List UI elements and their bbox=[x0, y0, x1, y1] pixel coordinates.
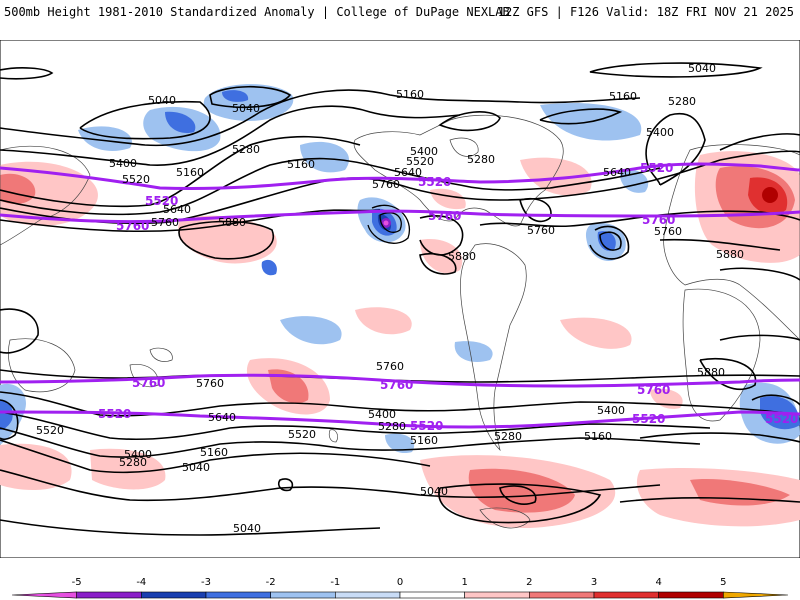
svg-text:5640: 5640 bbox=[603, 166, 631, 179]
colorbar-tick-label: 3 bbox=[591, 577, 597, 588]
svg-text:5040: 5040 bbox=[148, 94, 176, 107]
svg-text:5400: 5400 bbox=[109, 157, 137, 170]
svg-text:5760: 5760 bbox=[380, 378, 413, 392]
svg-text:5520: 5520 bbox=[765, 412, 798, 426]
svg-text:5520: 5520 bbox=[418, 175, 451, 189]
highlighted-contours bbox=[0, 162, 800, 429]
colorbar-tick-label: 5 bbox=[720, 577, 726, 588]
highlighted-contour-labels: 5520 5520 5520 5760 5760 5760 5760 5760 … bbox=[98, 161, 798, 433]
svg-text:5400: 5400 bbox=[124, 448, 152, 461]
svg-text:5880: 5880 bbox=[716, 248, 744, 261]
svg-text:5280: 5280 bbox=[378, 420, 406, 433]
colorbar-tick-label: -5 bbox=[72, 577, 82, 588]
colorbar-swatch bbox=[335, 591, 401, 599]
anomaly-map: 5040 5040 5040 5040 5040 5040 5160 5160 … bbox=[0, 40, 800, 558]
colorbar-swatch bbox=[723, 591, 789, 599]
svg-text:5760: 5760 bbox=[527, 224, 555, 237]
svg-text:5880: 5880 bbox=[448, 250, 476, 263]
colorbar-ticks: -5 -4 -3 -2 -1 0 1 2 3 4 5 bbox=[72, 577, 727, 588]
map-title: 500mb Height 1981-2010 Standardized Anom… bbox=[4, 5, 510, 19]
svg-text:5760: 5760 bbox=[372, 178, 400, 191]
colorbar-swatch bbox=[11, 591, 77, 599]
model-run-label: 12Z GFS | F126 Valid: 18Z FRI NOV 21 202… bbox=[497, 5, 794, 19]
svg-text:5520: 5520 bbox=[122, 173, 150, 186]
svg-text:5040: 5040 bbox=[182, 461, 210, 474]
svg-text:5280: 5280 bbox=[232, 143, 260, 156]
svg-text:5760: 5760 bbox=[116, 219, 149, 233]
colorbar-swatch bbox=[464, 591, 530, 599]
svg-text:5160: 5160 bbox=[287, 158, 315, 171]
svg-text:5160: 5160 bbox=[176, 166, 204, 179]
colorbar-tick-label: 4 bbox=[655, 577, 661, 588]
contour-labels: 5040 5040 5040 5040 5040 5040 5160 5160 … bbox=[36, 62, 744, 535]
svg-text:5160: 5160 bbox=[410, 434, 438, 447]
colorbar-tick-label: -4 bbox=[136, 577, 146, 588]
svg-text:5760: 5760 bbox=[654, 225, 682, 238]
svg-text:5520: 5520 bbox=[288, 428, 316, 441]
colorbar-swatches bbox=[11, 591, 789, 599]
svg-text:5040: 5040 bbox=[688, 62, 716, 75]
svg-text:5280: 5280 bbox=[668, 95, 696, 108]
anomaly-colorbar: -5 -4 -3 -2 -1 0 1 2 3 4 5 bbox=[11, 577, 789, 599]
svg-text:5640: 5640 bbox=[394, 166, 422, 179]
svg-text:5160: 5160 bbox=[396, 88, 424, 101]
svg-text:5400: 5400 bbox=[368, 408, 396, 421]
svg-text:5520: 5520 bbox=[410, 419, 443, 433]
svg-text:5760: 5760 bbox=[642, 213, 675, 227]
svg-text:5880: 5880 bbox=[218, 216, 246, 229]
svg-text:5280: 5280 bbox=[467, 153, 495, 166]
svg-text:5760: 5760 bbox=[637, 383, 670, 397]
svg-text:5040: 5040 bbox=[232, 102, 260, 115]
colorbar-tick-label: -3 bbox=[201, 577, 211, 588]
svg-text:5880: 5880 bbox=[697, 366, 725, 379]
colorbar-tick-label: -1 bbox=[330, 577, 340, 588]
coastlines bbox=[0, 114, 800, 529]
negative-anomaly-areas bbox=[0, 84, 800, 487]
svg-text:5400: 5400 bbox=[410, 145, 438, 158]
colorbar-tick-label: 0 bbox=[397, 577, 403, 588]
colorbar-tick-label: 1 bbox=[461, 577, 467, 588]
colorbar-swatch bbox=[141, 591, 207, 599]
colorbar-swatch bbox=[205, 591, 271, 599]
svg-text:5400: 5400 bbox=[597, 404, 625, 417]
svg-text:5640: 5640 bbox=[208, 411, 236, 424]
svg-text:5160: 5160 bbox=[584, 430, 612, 443]
svg-text:5520: 5520 bbox=[406, 155, 434, 168]
svg-text:5520: 5520 bbox=[145, 194, 178, 208]
svg-text:5160: 5160 bbox=[609, 90, 637, 103]
colorbar-tick-label: -2 bbox=[266, 577, 276, 588]
svg-text:5520: 5520 bbox=[632, 412, 665, 426]
svg-text:5520: 5520 bbox=[98, 407, 131, 421]
colorbar-swatch bbox=[76, 591, 142, 599]
colorbar-swatch bbox=[399, 591, 465, 599]
svg-text:5280: 5280 bbox=[119, 456, 147, 469]
svg-text:5400: 5400 bbox=[646, 126, 674, 139]
svg-text:5760: 5760 bbox=[428, 209, 461, 223]
svg-text:5040: 5040 bbox=[233, 522, 261, 535]
svg-text:5760: 5760 bbox=[196, 377, 224, 390]
svg-text:5520: 5520 bbox=[640, 161, 673, 175]
svg-text:5280: 5280 bbox=[494, 430, 522, 443]
svg-text:5760: 5760 bbox=[151, 216, 179, 229]
svg-text:5760: 5760 bbox=[376, 360, 404, 373]
colorbar-swatch bbox=[529, 591, 595, 599]
svg-text:5040: 5040 bbox=[420, 485, 448, 498]
colorbar-swatch bbox=[270, 591, 336, 599]
svg-text:5520: 5520 bbox=[36, 424, 64, 437]
colorbar-tick-label: 2 bbox=[526, 577, 532, 588]
svg-text:5640: 5640 bbox=[163, 203, 191, 216]
svg-text:5160: 5160 bbox=[200, 446, 228, 459]
colorbar-swatch bbox=[658, 591, 724, 599]
colorbar-swatch bbox=[593, 591, 659, 599]
svg-text:5760: 5760 bbox=[132, 376, 165, 390]
